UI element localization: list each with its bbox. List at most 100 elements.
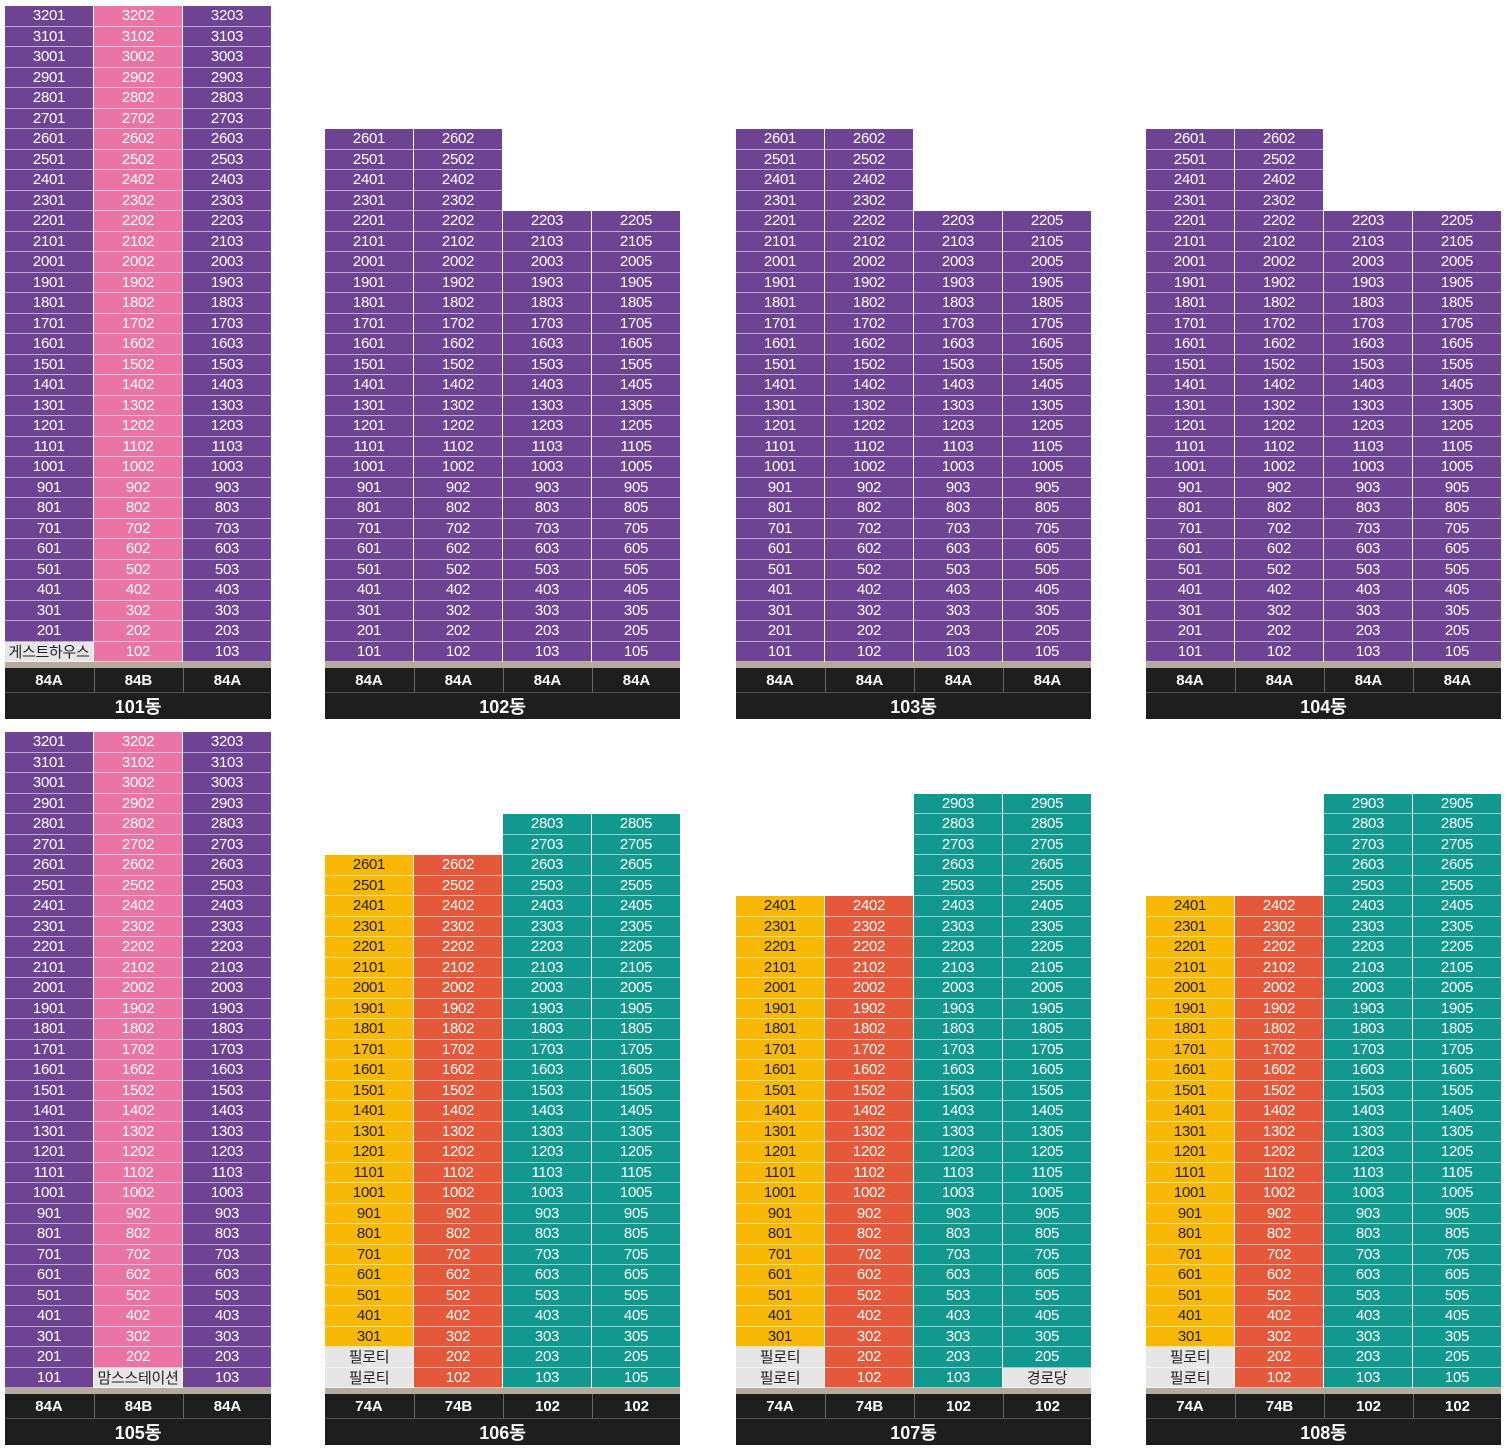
ground-line: [325, 662, 680, 668]
unit-cell: 1203: [914, 1142, 1002, 1163]
unit-cell: 2002: [414, 978, 502, 999]
unit-cell: 2202: [94, 937, 182, 958]
unit-cell: 1505: [1413, 1080, 1501, 1101]
unit-cell: 1301: [736, 1121, 824, 1142]
unit-cell: 1403: [503, 375, 591, 396]
unit-cell: 2603: [1324, 855, 1412, 876]
unit-cell: 2502: [94, 149, 182, 170]
unit-cell: 701: [325, 518, 413, 539]
unit-cell: 1901: [325, 998, 413, 1019]
unit-cell: 302: [414, 1326, 502, 1347]
unit-type-label: 84A: [1324, 668, 1412, 692]
unit-type-label: 84A: [1235, 668, 1323, 692]
facility-label: 필로티: [325, 1347, 413, 1368]
unit-cell: 1203: [503, 416, 591, 437]
unit-cell: 203: [914, 621, 1002, 642]
unit-cell: 1103: [1324, 436, 1412, 457]
unit-cell: 301: [325, 600, 413, 621]
unit-cell: 1305: [1003, 1121, 1091, 1142]
unit-cell: 1205: [592, 416, 680, 437]
unit-cell: 2402: [414, 170, 502, 191]
unit-cell: 1602: [414, 1060, 502, 1081]
unit-cell: 2002: [825, 978, 913, 999]
unit-cell: 1502: [94, 1080, 182, 1101]
unit-cell: 1301: [325, 1121, 413, 1142]
unit-cell: 405: [1003, 1306, 1091, 1327]
unit-cell: 2502: [825, 149, 913, 170]
unit-cell: 401: [736, 1306, 824, 1327]
unit-cell: 1601: [1146, 1060, 1234, 1081]
unit-cell: 1705: [1413, 313, 1501, 334]
unit-cell: 403: [183, 1306, 271, 1327]
unit-cell: 2602: [414, 855, 502, 876]
unit-cell: 2602: [1235, 129, 1323, 150]
unit-cell: 1602: [414, 334, 502, 355]
unit-cell: 2803: [503, 814, 591, 835]
unit-cell: 503: [1324, 1285, 1412, 1306]
unit-cell: 1002: [414, 1183, 502, 1204]
unit-cell: 2405: [1413, 896, 1501, 917]
unit-cell: 2402: [825, 896, 913, 917]
unit-cell: 2105: [1413, 957, 1501, 978]
unit-cell: 2705: [1413, 834, 1501, 855]
unit-type-label: 84A: [183, 668, 271, 692]
unit-cell: 1201: [5, 416, 93, 437]
unit-type-bar: 74A 74B 102 102: [325, 1394, 680, 1418]
unit-cell: 3101: [5, 752, 93, 773]
unit-cell: 1503: [183, 1080, 271, 1101]
unit-cell: 903: [183, 1203, 271, 1224]
unit-cell: 1201: [736, 1142, 824, 1163]
unit-cell: 1905: [1003, 272, 1091, 293]
unit-cell: 701: [325, 1244, 413, 1265]
unit-cell: 1205: [1413, 1142, 1501, 1163]
unit-cell: 1403: [183, 375, 271, 396]
unit-cell: 1303: [914, 395, 1002, 416]
unit-cell: 903: [503, 477, 591, 498]
unit-cell: 2005: [1003, 978, 1091, 999]
unit-cell: 1203: [183, 1142, 271, 1163]
unit-cell: 1105: [1413, 436, 1501, 457]
unit-cell: 802: [825, 1224, 913, 1245]
unit-cell: 2405: [1003, 896, 1091, 917]
unit-cell: 203: [503, 621, 591, 642]
unit-cell: 3201: [5, 732, 93, 753]
facility-label: 게스트하우스: [5, 641, 93, 662]
unit-cell: 1102: [94, 436, 182, 457]
unit-cell: 601: [5, 1265, 93, 1286]
unit-cell: 1801: [736, 1019, 824, 1040]
unit-cell: 201: [1146, 621, 1234, 642]
unit-cell: 1103: [914, 1162, 1002, 1183]
unit-cell: 801: [325, 498, 413, 519]
unit-cell: 302: [825, 600, 913, 621]
unit-cell: 2305: [1003, 916, 1091, 937]
unit-cell: 1002: [1235, 1183, 1323, 1204]
unit-cell: 801: [325, 1224, 413, 1245]
unit-cell: 601: [1146, 539, 1234, 560]
unit-cell: 1501: [1146, 1080, 1234, 1101]
unit-cell: 2103: [914, 957, 1002, 978]
unit-cell: 1703: [1324, 1039, 1412, 1060]
unit-cell: 1605: [1413, 334, 1501, 355]
unit-cell: 3103: [183, 752, 271, 773]
unit-cell: 505: [592, 1285, 680, 1306]
unit-cell: 1302: [414, 395, 502, 416]
unit-cell: 1705: [1413, 1039, 1501, 1060]
unit-cell: 1302: [1235, 1121, 1323, 1142]
unit-cell: 803: [183, 498, 271, 519]
unit-cell: 901: [1146, 1203, 1234, 1224]
unit-cell: 2501: [5, 875, 93, 896]
unit-cell: 1502: [414, 354, 502, 375]
unit-cell: 805: [592, 1224, 680, 1245]
ground-line: [1146, 1388, 1501, 1394]
unit-cell: 202: [414, 621, 502, 642]
unit-cell: 703: [1324, 1244, 1412, 1265]
unit-cell: 2103: [914, 231, 1002, 252]
unit-cell: 1403: [914, 375, 1002, 396]
unit-cell: 1901: [1146, 998, 1234, 1019]
unit-cell: 103: [1324, 1367, 1412, 1388]
unit-cell: 105: [592, 1367, 680, 1388]
unit-type-label: 84A: [914, 668, 1002, 692]
unit-cell: 1101: [5, 436, 93, 457]
unit-cell: 805: [1413, 1224, 1501, 1245]
unit-cell: 2005: [1003, 252, 1091, 273]
